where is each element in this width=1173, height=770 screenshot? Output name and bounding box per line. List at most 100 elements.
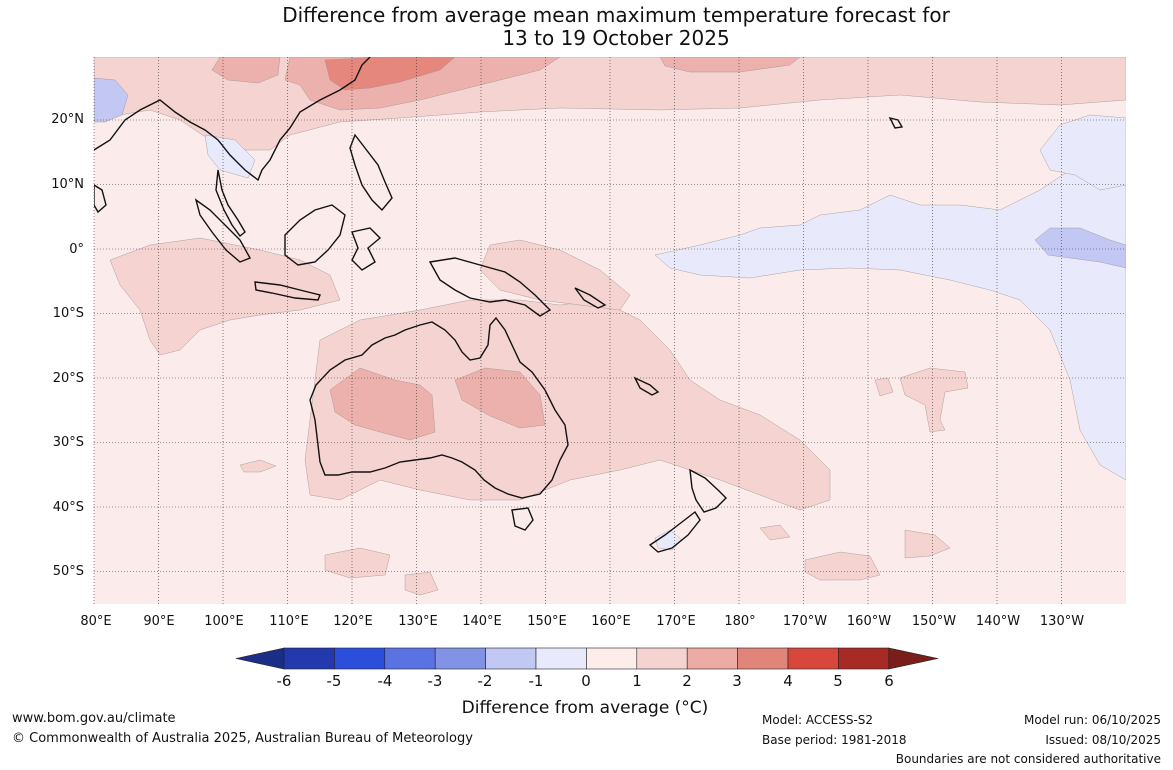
colorbar-swatch <box>535 647 587 670</box>
model-name: Model: ACCESS-S2 <box>762 713 874 727</box>
lat-label-20n: 20°N <box>51 112 84 127</box>
colorbar-tick: -1 <box>528 672 544 690</box>
anomaly-zone-1-2-spot-g <box>874 377 894 397</box>
lon-label-120e: 120°E <box>333 614 373 629</box>
colorbar-right-arrow <box>888 647 939 670</box>
lon-label-90e: 90°E <box>143 614 175 629</box>
lon-label-160w: 160°W <box>846 614 892 629</box>
colorbar-tick: 4 <box>783 672 793 690</box>
anomaly-zone-1-2-indian-ocean <box>109 237 341 356</box>
new-zealand-north-coastline <box>689 468 727 513</box>
colorbar-tick: 0 <box>581 672 591 690</box>
malay-peninsula-coastline <box>215 169 246 238</box>
colorbar-swatch <box>485 647 537 670</box>
asia-mainland-coastline <box>94 57 371 182</box>
anomaly-zone-1-2-australia-pacific <box>304 299 831 511</box>
lon-label-180: 180° <box>724 614 756 629</box>
lon-label-140e: 140°E <box>462 614 502 629</box>
new-zealand-south-coastline <box>648 510 701 553</box>
colorbar-tick: 3 <box>732 672 742 690</box>
website-link[interactable]: www.bom.gov.au/climate <box>12 711 176 726</box>
lat-label-20s: 20°S <box>52 371 84 386</box>
sri-lanka-coastline <box>94 184 107 214</box>
sumatra-coastline <box>194 198 251 263</box>
colorbar-tick: -2 <box>477 672 493 690</box>
map-title: Difference from average mean maximum tem… <box>0 4 1173 50</box>
colorbar-tick: 6 <box>884 672 894 690</box>
colorbar-swatch <box>787 647 839 670</box>
model-run-date: Model run: 06/10/2025 <box>1023 713 1161 727</box>
colorbar-label: Difference from average (°C) <box>461 698 709 718</box>
colorbar-swatch <box>283 647 335 670</box>
colorbar-swatch <box>686 647 738 670</box>
anomaly-zone-2-3-nw <box>211 57 281 84</box>
colorbar-swatch <box>384 647 436 670</box>
colorbar-tick: 1 <box>632 672 642 690</box>
colorbar-left-arrow <box>235 647 285 670</box>
australia-coastline <box>309 316 569 499</box>
colorbar-tick: -4 <box>377 672 393 690</box>
tasmania-coastline <box>511 507 534 531</box>
anomaly-zone-2-3-north-east <box>659 57 801 73</box>
colorbar-swatch <box>636 647 688 670</box>
colorbar <box>235 647 939 670</box>
coastlines <box>94 57 904 553</box>
lon-label-150e: 150°E <box>527 614 567 629</box>
colorbar-swatch <box>737 647 789 670</box>
lon-label-170w: 170°W <box>782 614 828 629</box>
colorbar-tick: -3 <box>427 672 443 690</box>
boundary-disclaimer: Boundaries are not considered authoritat… <box>895 752 1161 766</box>
anomaly-zone-1-2-spot-f <box>239 459 277 473</box>
colorbar-swatch <box>586 647 638 670</box>
anomaly-zone-3-4-north <box>324 57 456 91</box>
lat-label-10s: 10°S <box>52 306 84 321</box>
lon-label-150w: 150°W <box>911 614 957 629</box>
lon-label-160e: 160°E <box>591 614 631 629</box>
new-guinea-coastline <box>428 257 552 317</box>
anomaly-zone-neg-2-1-northwest <box>94 77 129 123</box>
colorbar-tick: -5 <box>326 672 342 690</box>
lon-label-100e: 100°E <box>204 614 244 629</box>
colorbar-swatch <box>434 647 486 670</box>
anomaly-zone-1-2-equator <box>479 239 631 311</box>
colorbar-swatch <box>334 647 386 670</box>
philippines-coastline <box>349 133 393 212</box>
latitude-gridlines <box>94 119 1126 572</box>
colorbar-swatch <box>838 647 890 670</box>
colorbar-tick: 2 <box>682 672 692 690</box>
lat-label-10n: 10°N <box>51 177 84 192</box>
colorbar-tick: 5 <box>833 672 843 690</box>
colorbar-tick: -6 <box>276 672 292 690</box>
sulawesi-coastline <box>351 227 382 271</box>
lon-label-130e: 130°E <box>398 614 438 629</box>
lat-label-30s: 30°S <box>52 435 84 450</box>
solomon-islands-coastline <box>574 287 607 309</box>
lat-label-50s: 50°S <box>52 564 84 579</box>
copyright-text: © Commonwealth of Australia 2025, Austra… <box>12 731 473 746</box>
anomaly-field <box>94 57 1126 604</box>
lat-label-0: 0° <box>69 242 84 257</box>
anomaly-zone-neg-1-0-pacific <box>654 149 1126 481</box>
title-line-1: Difference from average mean maximum tem… <box>282 3 950 27</box>
lon-label-80e: 80°E <box>80 614 112 629</box>
java-coastline <box>254 281 321 301</box>
anomaly-zone-1-2-spot-d <box>324 547 391 579</box>
anomaly-zone-1-2-spot-a <box>899 367 969 433</box>
anomaly-zone-1-2-spot-e <box>404 571 439 596</box>
lon-label-130w: 130°W <box>1039 614 1085 629</box>
lon-label-140w: 140°W <box>975 614 1021 629</box>
longitude-gridlines <box>93 57 1062 604</box>
anomaly-zone-1-2-spot-b <box>804 551 881 581</box>
lat-label-40s: 40°S <box>52 500 84 515</box>
lon-label-170e: 170°E <box>656 614 696 629</box>
anomaly-zone-1-2-spot-h <box>759 524 791 541</box>
anomaly-zone-neg-2-1-pacific <box>1034 227 1126 269</box>
new-caledonia-coastline <box>633 376 660 396</box>
title-line-2: 13 to 19 October 2025 <box>502 26 730 50</box>
base-period: Base period: 1981-2018 <box>762 733 907 747</box>
lon-label-110e: 110°E <box>269 614 309 629</box>
anomaly-zone-2-3-west-australia <box>329 367 436 441</box>
issued-date: Issued: 08/10/2025 <box>1045 733 1161 747</box>
borneo-coastline <box>284 204 346 266</box>
